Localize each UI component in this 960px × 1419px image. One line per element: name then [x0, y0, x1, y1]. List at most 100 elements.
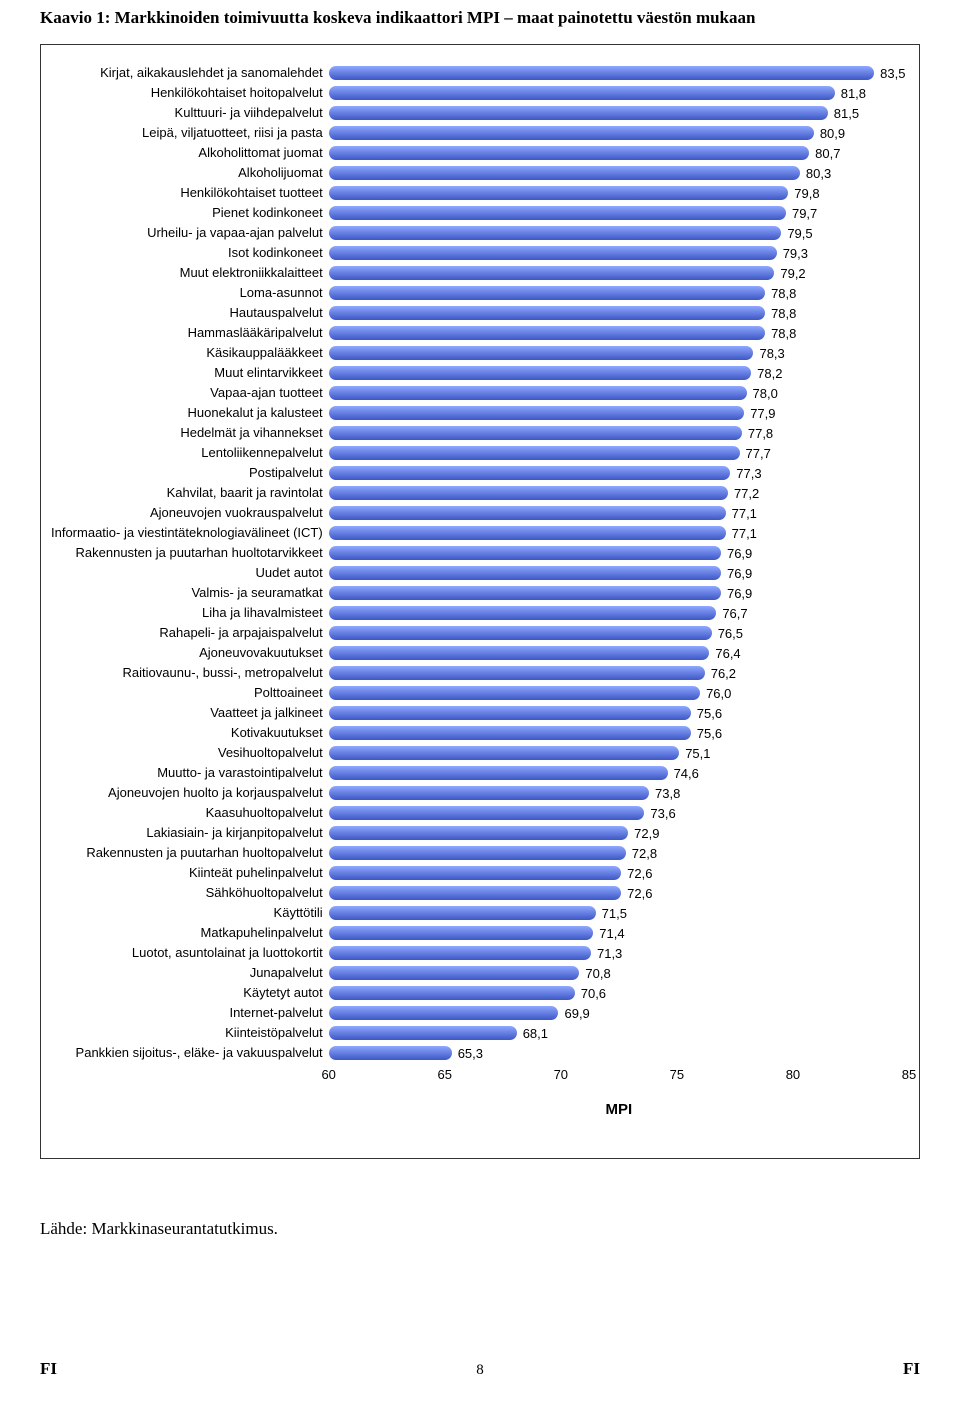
category-label: Rahapeli- ja arpajaispalvelut — [159, 623, 322, 643]
bar-value: 75,6 — [697, 726, 722, 741]
bar-value: 72,8 — [632, 846, 657, 861]
axis-tick: 75 — [670, 1067, 684, 1082]
bars-container: 83,581,881,580,980,780,379,879,779,579,3… — [329, 63, 909, 1063]
bar — [329, 526, 726, 540]
bar-row: 70,8 — [329, 963, 909, 983]
bar-row: 77,3 — [329, 463, 909, 483]
bar-value: 69,9 — [564, 1006, 589, 1021]
page: Kaavio 1: Markkinoiden toimivuutta koske… — [0, 8, 960, 1419]
bar — [329, 666, 705, 680]
category-label: Kaasuhuoltopalvelut — [206, 803, 323, 823]
category-label: Muut elektroniikkalaitteet — [180, 263, 323, 283]
bar — [329, 426, 742, 440]
category-label: Polttoaineet — [254, 683, 323, 703]
bar-value: 72,6 — [627, 886, 652, 901]
bar-row: 80,9 — [329, 123, 909, 143]
bar — [329, 126, 814, 140]
bar-value: 72,9 — [634, 826, 659, 841]
bar-value: 81,8 — [841, 86, 866, 101]
bar-value: 71,4 — [599, 926, 624, 941]
bar — [329, 146, 809, 160]
axis-tick: 85 — [902, 1067, 916, 1082]
bar-row: 71,3 — [329, 943, 909, 963]
bar — [329, 346, 754, 360]
bar-value: 77,9 — [750, 406, 775, 421]
bar-row: 78,2 — [329, 363, 909, 383]
bar — [329, 886, 621, 900]
category-label: Loma-asunnot — [240, 283, 323, 303]
category-label: Kiinteistöpalvelut — [225, 1023, 323, 1043]
bar-value: 70,6 — [581, 986, 606, 1001]
category-label: Kiinteät puhelinpalvelut — [189, 863, 323, 883]
category-label: Postipalvelut — [249, 463, 323, 483]
bar-row: 76,9 — [329, 563, 909, 583]
bar-row: 80,7 — [329, 143, 909, 163]
bar-row: 77,2 — [329, 483, 909, 503]
bar — [329, 906, 596, 920]
bar-value: 76,5 — [718, 626, 743, 641]
bar — [329, 686, 700, 700]
category-label: Pankkien sijoitus-, eläke- ja vakuuspalv… — [76, 1043, 323, 1063]
bar-value: 77,1 — [732, 526, 757, 541]
category-label: Hautauspalvelut — [229, 303, 322, 323]
bar — [329, 566, 721, 580]
bar — [329, 706, 691, 720]
category-label: Käytetyt autot — [243, 983, 323, 1003]
bars-column: 83,581,881,580,980,780,379,879,779,579,3… — [329, 63, 909, 1118]
bar-value: 79,7 — [792, 206, 817, 221]
bar-value: 75,6 — [697, 706, 722, 721]
category-label: Hedelmät ja vihannekset — [180, 423, 322, 443]
bar — [329, 866, 621, 880]
bar-value: 79,8 — [794, 186, 819, 201]
bar-value: 78,8 — [771, 286, 796, 301]
category-label: Pienet kodinkoneet — [212, 203, 323, 223]
bar — [329, 386, 747, 400]
bar-row: 78,8 — [329, 323, 909, 343]
bar-row: 78,8 — [329, 303, 909, 323]
category-label: Alkoholijuomat — [238, 163, 323, 183]
bar — [329, 1046, 452, 1060]
bar-row: 72,8 — [329, 843, 909, 863]
category-label: Luotot, asuntolainat ja luottokortit — [132, 943, 323, 963]
bar — [329, 466, 731, 480]
bar-row: 73,6 — [329, 803, 909, 823]
bar-row: 71,4 — [329, 923, 909, 943]
category-label: Ajoneuvojen vuokrauspalvelut — [150, 503, 323, 523]
bar — [329, 806, 645, 820]
bar-value: 78,8 — [771, 306, 796, 321]
bar — [329, 406, 745, 420]
bar — [329, 1006, 559, 1020]
category-label: Isot kodinkoneet — [228, 243, 323, 263]
bar — [329, 546, 721, 560]
page-footer: FI 8 FI — [40, 1359, 920, 1379]
bar-value: 78,3 — [759, 346, 784, 361]
bar-value: 77,2 — [734, 486, 759, 501]
bar-row: 81,8 — [329, 83, 909, 103]
category-label: Uudet autot — [255, 563, 322, 583]
bar — [329, 486, 728, 500]
bar — [329, 646, 710, 660]
bar-value: 77,8 — [748, 426, 773, 441]
axis-tick: 65 — [438, 1067, 452, 1082]
bar-row: 83,5 — [329, 63, 909, 83]
bar-row: 76,2 — [329, 663, 909, 683]
bar — [329, 626, 712, 640]
bar-value: 79,5 — [787, 226, 812, 241]
bar-value: 72,6 — [627, 866, 652, 881]
bar — [329, 166, 800, 180]
category-label: Sähköhuoltopalvelut — [206, 883, 323, 903]
bar-row: 76,9 — [329, 543, 909, 563]
category-label: Vapaa-ajan tuotteet — [210, 383, 323, 403]
category-label: Vesihuoltopalvelut — [218, 743, 323, 763]
axis-tick: 60 — [321, 1067, 335, 1082]
bar-value: 77,7 — [746, 446, 771, 461]
category-label: Vaatteet ja jalkineet — [210, 703, 323, 723]
bar — [329, 786, 649, 800]
category-label: Rakennusten ja puutarhan huoltotarvikkee… — [76, 543, 323, 563]
bar — [329, 1026, 517, 1040]
bar-row: 76,9 — [329, 583, 909, 603]
bar-value: 76,9 — [727, 566, 752, 581]
category-label: Matkapuhelinpalvelut — [201, 923, 323, 943]
category-label: Henkilökohtaiset tuotteet — [180, 183, 322, 203]
bar — [329, 726, 691, 740]
